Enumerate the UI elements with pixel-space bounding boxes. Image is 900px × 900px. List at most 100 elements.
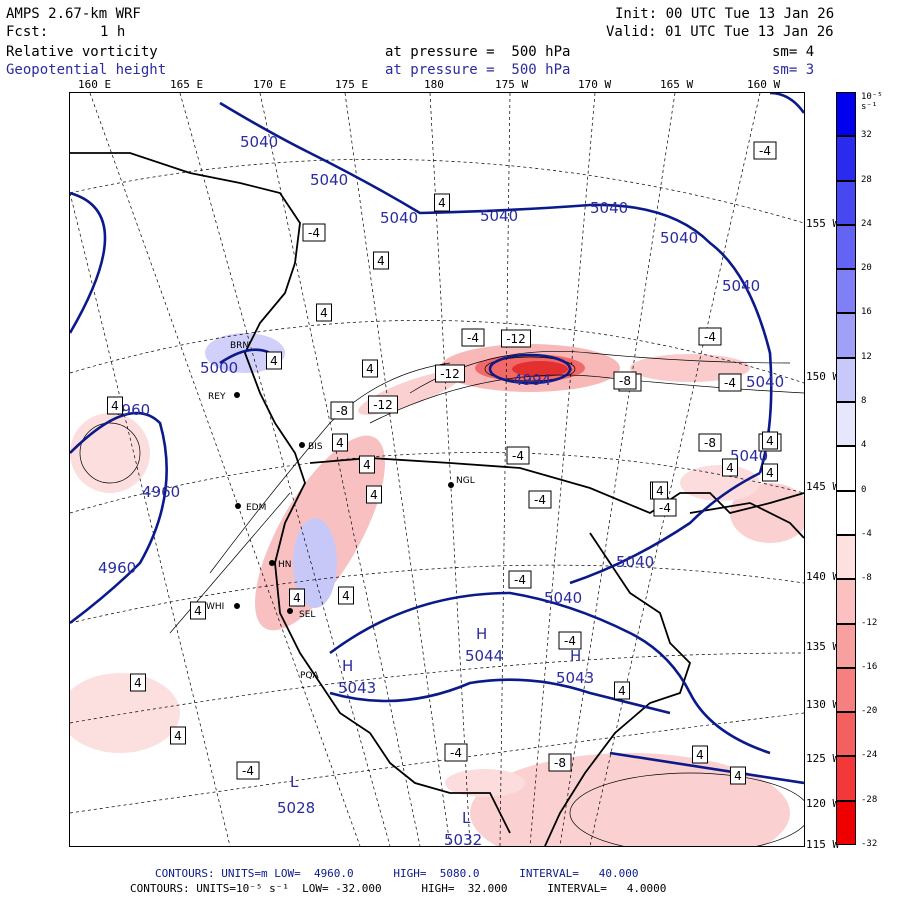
colorbar-tick: -24: [861, 750, 878, 761]
vorticity-box-label: 4: [730, 766, 746, 785]
lat-label: 135 W: [806, 640, 840, 653]
station-dot: [234, 392, 240, 398]
colorbar-tick: 24: [861, 218, 872, 229]
colorbar-tick: 20: [861, 263, 872, 274]
vorticity-box-label: -4: [753, 141, 777, 160]
height-label: 5040: [722, 277, 760, 295]
colorbar-cell: [836, 446, 856, 491]
colorbar-tick: 16: [861, 307, 872, 318]
field2-name: Geopotential height: [6, 62, 167, 78]
colorbar-cell: [836, 92, 856, 137]
colorbar-tick: 32: [861, 130, 872, 141]
height-label: 5044: [465, 647, 503, 665]
lat-label: 140 W: [806, 570, 840, 583]
svg-text:4: 4: [366, 362, 374, 376]
station-dot: [269, 560, 275, 566]
lon-label: 170 W: [578, 78, 612, 91]
svg-text:-4: -4: [534, 493, 546, 507]
svg-text:-4: -4: [450, 746, 462, 760]
lon-label: 160 W: [747, 78, 781, 91]
vorticity-box-label: 4: [362, 359, 378, 378]
svg-text:4: 4: [438, 196, 446, 210]
high-center: H: [342, 657, 353, 675]
vorticity-box-label: 4: [762, 431, 778, 450]
svg-text:4: 4: [336, 436, 344, 450]
map-svg: REY BIS NGL EDM HN SEL WHI BRN PQA 5040 …: [70, 93, 804, 846]
vorticity-box-label: 4: [722, 458, 738, 477]
colorbar-tick: -32: [861, 839, 878, 849]
height-label: 5028: [277, 799, 315, 817]
vorticity-box-label: -8: [613, 371, 637, 390]
vorticity-box-label: 4: [289, 588, 305, 607]
vorticity-box-label: -4: [718, 373, 742, 392]
lat-label: 150 W: [806, 370, 840, 383]
svg-text:4: 4: [696, 748, 704, 762]
vorticity-box-label: -4: [444, 743, 468, 762]
height-label: 5040: [616, 553, 654, 571]
height-label: 5040: [590, 199, 628, 217]
vorticity-box-label: 4: [130, 673, 146, 692]
vorticity-blob: [293, 518, 337, 608]
vorticity-box-label: 4: [170, 726, 186, 745]
svg-text:-4: -4: [467, 331, 479, 345]
colorbar-cell: [836, 623, 856, 668]
station-markers: REY BIS NGL EDM HN SEL WHI BRN PQA: [206, 341, 475, 681]
svg-text:-4: -4: [308, 226, 320, 240]
high-center: H: [476, 625, 487, 643]
field1-smoothing: sm= 4: [772, 44, 815, 60]
field1-name: Relative vorticity: [6, 44, 158, 60]
height-label: 4960: [142, 483, 180, 501]
station-dot: [299, 442, 305, 448]
svg-text:-8: -8: [554, 756, 566, 770]
vorticity-box-label: -4: [461, 328, 485, 347]
colorbar-cell: [836, 712, 856, 757]
height-label: 5040: [240, 133, 278, 151]
svg-text:4: 4: [726, 461, 734, 475]
colorbar-tick: -16: [861, 661, 878, 672]
colorbar-cell: [836, 579, 856, 624]
vorticity-box-label: -4: [558, 631, 582, 650]
svg-text:-4: -4: [724, 376, 736, 390]
vorticity-box-label: -4: [653, 498, 677, 517]
footer-height-contours: CONTOURS: UNITS=m LOW= 4960.0 HIGH= 5080…: [155, 867, 639, 880]
field2-smoothing: sm= 3: [772, 62, 815, 78]
station-label: REY: [208, 392, 226, 402]
vorticity-box-labels: -4 -4 4 4 4 4 -4 -12 -12 -8 -12 -4 -8 4 4 4 4 4 -4 -4 -4 -4 -8…: [107, 141, 782, 785]
vorticity-box-label: -12: [501, 329, 531, 348]
colorbar-cell: [836, 800, 856, 845]
vorticity-box-label: 4: [652, 481, 668, 500]
svg-text:4: 4: [111, 399, 119, 413]
colorbar-tick: 4: [861, 440, 867, 451]
svg-text:-4: -4: [759, 144, 771, 158]
svg-text:-4: -4: [564, 634, 576, 648]
svg-text:4: 4: [377, 254, 385, 268]
svg-text:4: 4: [363, 458, 371, 472]
vorticity-box-label: -8: [548, 753, 572, 772]
svg-text:-4: -4: [512, 449, 524, 463]
svg-text:-8: -8: [619, 374, 631, 388]
vorticity-box-label: -4: [508, 570, 532, 589]
station-label: WHI: [206, 602, 224, 612]
svg-text:4: 4: [766, 466, 774, 480]
station-label: NGL: [456, 476, 475, 486]
svg-text:-12: -12: [373, 398, 393, 412]
height-label: 5040: [746, 373, 784, 391]
vorticity-box-label: 4: [332, 433, 348, 452]
colorbar-cell: [836, 136, 856, 181]
vorticity-box-label: -12: [435, 364, 465, 383]
height-label: 5000: [200, 359, 238, 377]
lon-label: 160 E: [78, 78, 112, 91]
vorticity-blob: [512, 361, 568, 377]
vorticity-box-label: -12: [368, 395, 398, 414]
svg-text:4: 4: [194, 604, 202, 618]
colorbar-cell: [836, 180, 856, 225]
height-label: 5040: [480, 207, 518, 225]
high-center: H: [570, 647, 581, 665]
vorticity-box-label: 4: [373, 251, 389, 270]
lat-label: 130 W: [806, 698, 840, 711]
colorbar-tick: -28: [861, 794, 878, 805]
lat-label: 120 W: [806, 797, 840, 810]
field2-pressure: at pressure = 500 hPa: [385, 62, 571, 78]
svg-text:-8: -8: [336, 404, 348, 418]
svg-text:-4: -4: [242, 764, 254, 778]
